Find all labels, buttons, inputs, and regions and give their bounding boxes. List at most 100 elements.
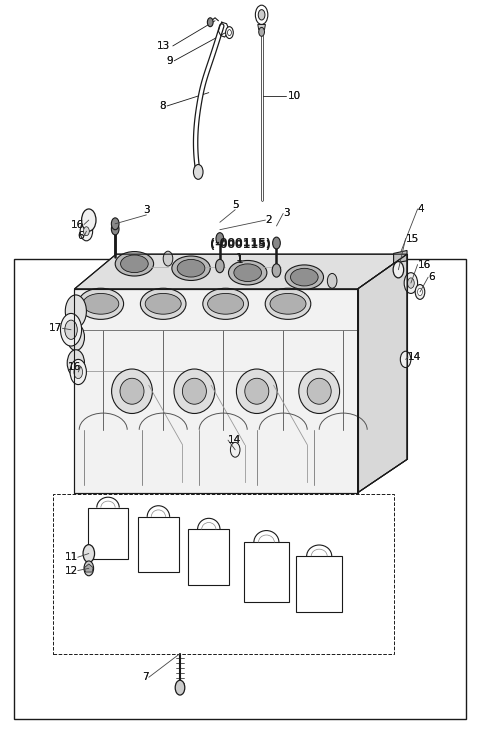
Text: 3: 3 <box>283 208 290 219</box>
Polygon shape <box>138 517 179 572</box>
Ellipse shape <box>265 288 311 319</box>
Polygon shape <box>297 556 342 612</box>
Text: 5: 5 <box>232 200 239 210</box>
Circle shape <box>400 351 411 368</box>
Circle shape <box>273 237 280 249</box>
Ellipse shape <box>174 369 215 413</box>
Text: 4: 4 <box>418 204 424 214</box>
Circle shape <box>74 365 83 379</box>
Text: 16: 16 <box>418 259 431 270</box>
Ellipse shape <box>234 264 262 282</box>
Text: 6: 6 <box>428 272 435 282</box>
Polygon shape <box>84 564 93 572</box>
Ellipse shape <box>115 252 154 276</box>
Circle shape <box>67 350 84 376</box>
Circle shape <box>408 278 414 288</box>
Text: 17: 17 <box>49 323 62 333</box>
Text: 14: 14 <box>408 352 421 362</box>
Text: 16: 16 <box>67 362 81 372</box>
Text: 10: 10 <box>288 91 301 102</box>
Text: 12: 12 <box>64 565 78 576</box>
Ellipse shape <box>83 293 119 314</box>
Text: 9: 9 <box>166 56 173 66</box>
Circle shape <box>82 209 96 231</box>
Polygon shape <box>258 24 265 30</box>
Text: 13: 13 <box>157 41 170 51</box>
Circle shape <box>111 223 119 235</box>
Text: 6: 6 <box>428 272 435 282</box>
Text: 5: 5 <box>232 200 239 210</box>
Polygon shape <box>358 254 407 493</box>
Circle shape <box>175 680 185 695</box>
Circle shape <box>111 218 119 230</box>
Circle shape <box>228 30 231 36</box>
Ellipse shape <box>140 288 186 319</box>
Circle shape <box>84 227 89 236</box>
Circle shape <box>255 5 268 24</box>
Text: 8: 8 <box>159 101 166 111</box>
Text: 7: 7 <box>142 672 149 682</box>
Text: 7: 7 <box>142 672 149 682</box>
Polygon shape <box>188 529 229 585</box>
Ellipse shape <box>307 378 331 405</box>
Circle shape <box>207 18 213 27</box>
Circle shape <box>415 285 425 299</box>
Polygon shape <box>74 289 358 493</box>
Ellipse shape <box>228 260 267 285</box>
Circle shape <box>80 222 93 241</box>
Text: 1: 1 <box>237 255 243 265</box>
Circle shape <box>193 165 203 179</box>
Text: 3: 3 <box>283 208 290 219</box>
FancyBboxPatch shape <box>14 259 466 719</box>
Text: 14: 14 <box>228 435 241 445</box>
Text: 15: 15 <box>406 233 419 244</box>
Circle shape <box>404 273 418 293</box>
Polygon shape <box>74 254 407 289</box>
Text: 10: 10 <box>288 91 301 102</box>
Circle shape <box>418 288 422 296</box>
Ellipse shape <box>78 288 124 319</box>
Circle shape <box>393 262 404 278</box>
Text: 13: 13 <box>157 41 170 51</box>
Text: (-000115): (-000115) <box>210 238 270 248</box>
Text: 12: 12 <box>64 565 78 576</box>
Text: 4: 4 <box>418 204 424 214</box>
Text: 16: 16 <box>418 259 431 270</box>
Ellipse shape <box>299 369 340 413</box>
Text: 14: 14 <box>408 352 421 362</box>
Circle shape <box>65 320 77 339</box>
Polygon shape <box>244 542 289 602</box>
Circle shape <box>83 545 95 562</box>
Circle shape <box>216 233 224 245</box>
Circle shape <box>60 313 82 346</box>
Ellipse shape <box>120 378 144 405</box>
Ellipse shape <box>111 369 153 413</box>
Text: 6: 6 <box>77 231 84 242</box>
Ellipse shape <box>182 378 206 405</box>
Text: 17: 17 <box>49 323 62 333</box>
Ellipse shape <box>172 256 210 281</box>
Text: 8: 8 <box>159 101 166 111</box>
Ellipse shape <box>290 268 318 286</box>
Text: 14: 14 <box>228 435 241 445</box>
Text: (-000115): (-000115) <box>210 239 270 250</box>
Circle shape <box>258 10 265 20</box>
Text: 6: 6 <box>77 231 84 242</box>
Text: 1: 1 <box>236 253 242 263</box>
Ellipse shape <box>203 288 249 319</box>
Circle shape <box>84 561 94 576</box>
Circle shape <box>70 359 86 385</box>
Circle shape <box>65 295 86 328</box>
Text: 16: 16 <box>67 362 81 372</box>
Circle shape <box>272 264 281 277</box>
Ellipse shape <box>270 293 306 314</box>
Ellipse shape <box>236 369 277 413</box>
Ellipse shape <box>245 378 269 405</box>
Circle shape <box>327 273 337 288</box>
Ellipse shape <box>145 293 181 314</box>
Ellipse shape <box>207 293 244 314</box>
Text: 11: 11 <box>64 552 78 562</box>
Text: 9: 9 <box>166 56 173 66</box>
Circle shape <box>216 259 224 273</box>
Ellipse shape <box>285 265 324 290</box>
